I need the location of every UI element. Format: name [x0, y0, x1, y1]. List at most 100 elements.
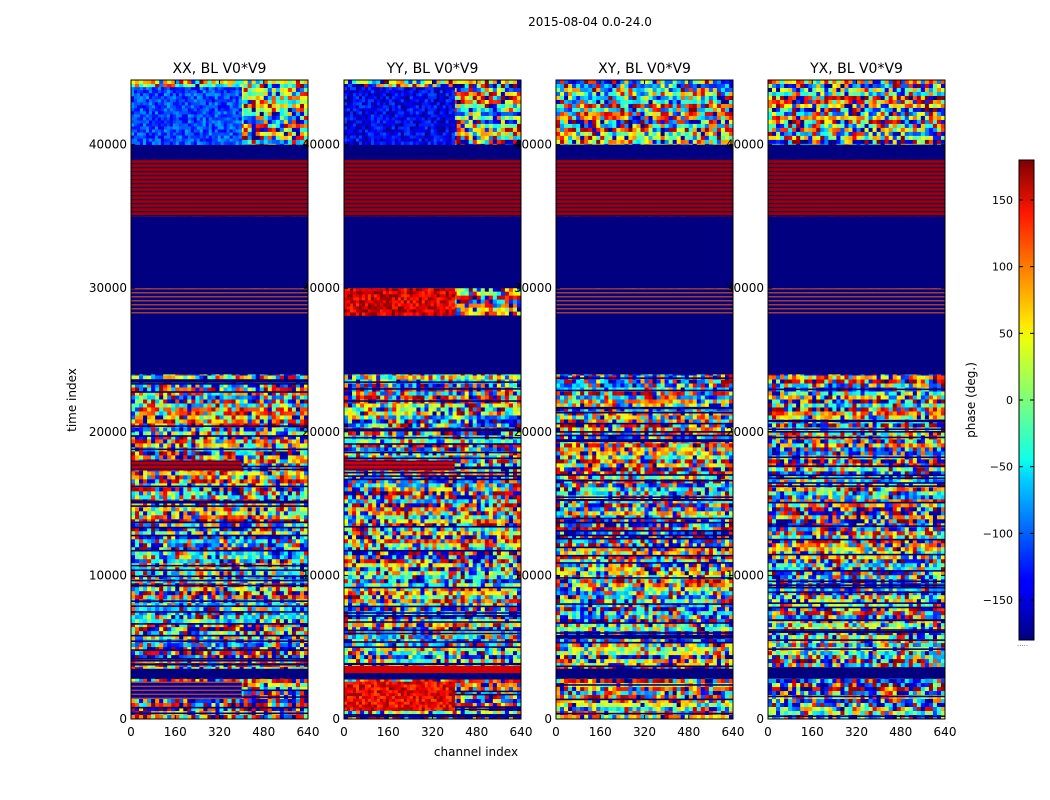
heatmap-cell: [275, 95, 281, 101]
heatmap-cell: [243, 415, 249, 420]
heatmap-cell: [247, 375, 253, 380]
heatmap-cell: [215, 511, 220, 516]
heatmap-cell: [139, 383, 144, 388]
heatmap-cell: [167, 415, 172, 420]
heatmap-cell: [295, 455, 301, 460]
heatmap-cell: [207, 419, 212, 424]
heatmap-cell: [283, 487, 289, 492]
heatmap-cell: [291, 391, 297, 396]
heatmap-cell: [211, 443, 216, 448]
heatmap-cell: [271, 391, 277, 396]
heatmap-cell: [283, 439, 289, 444]
heatmap-cell: [203, 531, 208, 536]
heatmap-cell: [203, 487, 208, 492]
heatmap-cell: [283, 527, 289, 532]
heatmap-cell: [187, 403, 192, 408]
heatmap-cell: [235, 523, 241, 528]
heatmap-cell: [191, 471, 196, 476]
heatmap-cell: [187, 451, 192, 456]
heatmap-cell: [255, 99, 261, 105]
heatmap-cell: [143, 507, 148, 512]
heatmap-cell: [143, 395, 148, 400]
heatmap-cell: [239, 443, 245, 448]
heatmap-cell: [247, 91, 253, 97]
heatmap-cell: [255, 527, 261, 532]
heatmap-cell: [187, 491, 192, 496]
heatmap-cell: [283, 451, 289, 456]
heatmap-cell: [215, 399, 220, 404]
heatmap-cell: [215, 451, 220, 456]
heatmap-cell: [187, 411, 192, 416]
heatmap-cell: [147, 491, 152, 496]
heatmap-cell: [203, 483, 208, 488]
heatmap-cell: [279, 391, 285, 396]
heatmap-cell: [139, 475, 144, 480]
heatmap-cell: [143, 451, 148, 456]
heatmap-cell: [259, 80, 265, 85]
heatmap-cell: [155, 515, 160, 520]
heatmap-cell: [299, 131, 305, 137]
heatmap-cell: [167, 511, 172, 516]
heatmap-cell: [303, 507, 308, 512]
heatmap-cell: [275, 507, 281, 512]
heatmap-cell: [267, 511, 273, 516]
heatmap-cell: [163, 415, 168, 420]
heatmap-cell: [303, 475, 308, 480]
heatmap-cell: [287, 383, 293, 388]
heatmap-cell: [271, 527, 277, 532]
heatmap-cell: [259, 427, 265, 432]
heatmap-cell: [239, 387, 245, 392]
heatmap-cell: [179, 515, 184, 520]
heatmap-cell: [159, 375, 164, 380]
heatmap-cell: [299, 427, 305, 432]
heatmap-cell: [287, 495, 293, 500]
heatmap-cell: [135, 375, 140, 380]
heatmap-cell: [247, 507, 253, 512]
heatmap-cell: [255, 127, 261, 133]
heatmap-cell: [195, 519, 200, 524]
heatmap-cell: [179, 391, 184, 396]
heatmap-cell: [231, 387, 236, 392]
heatmap-cell: [167, 399, 172, 404]
heatmap-cell: [279, 83, 285, 89]
heatmap-cell: [191, 443, 196, 448]
heatmap-cell: [263, 103, 269, 109]
heatmap-cell: [263, 463, 269, 468]
heatmap-cell: [239, 523, 245, 528]
heatmap-cell: [259, 507, 265, 512]
heatmap-cell: [195, 427, 200, 432]
heatmap-cell: [235, 383, 241, 388]
heatmap-cell: [167, 83, 172, 89]
heatmap-cell: [207, 527, 212, 532]
heatmap-cell: [263, 419, 269, 424]
heatmap-cell: [171, 375, 176, 380]
heatmap-cell: [143, 519, 148, 524]
heatmap-cell: [159, 523, 164, 528]
heatmap-cell: [187, 419, 192, 424]
heatmap-cell: [179, 419, 184, 424]
heatmap-cell: [239, 391, 245, 396]
heatmap-cell: [143, 531, 148, 536]
heatmap-cell: [159, 527, 164, 532]
heatmap-cell: [303, 523, 308, 528]
heatmap-cell: [215, 387, 220, 392]
heatmap-cell: [159, 475, 164, 480]
heatmap-cell: [135, 443, 140, 448]
heatmap-cell: [259, 131, 265, 137]
heatmap-cell: [291, 471, 297, 476]
heatmap-cell: [271, 431, 277, 436]
heatmap-cell: [163, 479, 168, 484]
heatmap-cell: [295, 403, 301, 408]
heatmap-cell: [227, 475, 232, 480]
heatmap-cell: [295, 435, 301, 440]
heatmap-cell: [263, 111, 269, 117]
heatmap-cell: [219, 427, 224, 432]
heatmap-cell: [195, 507, 200, 512]
heatmap-cell: [179, 511, 184, 516]
heatmap-cell: [295, 443, 301, 448]
heatmap-cell: [267, 80, 273, 85]
heatmap-cell: [271, 383, 277, 388]
heatmap-cell: [135, 479, 140, 484]
heatmap-cell: [167, 419, 172, 424]
heatmap-cell: [235, 443, 241, 448]
